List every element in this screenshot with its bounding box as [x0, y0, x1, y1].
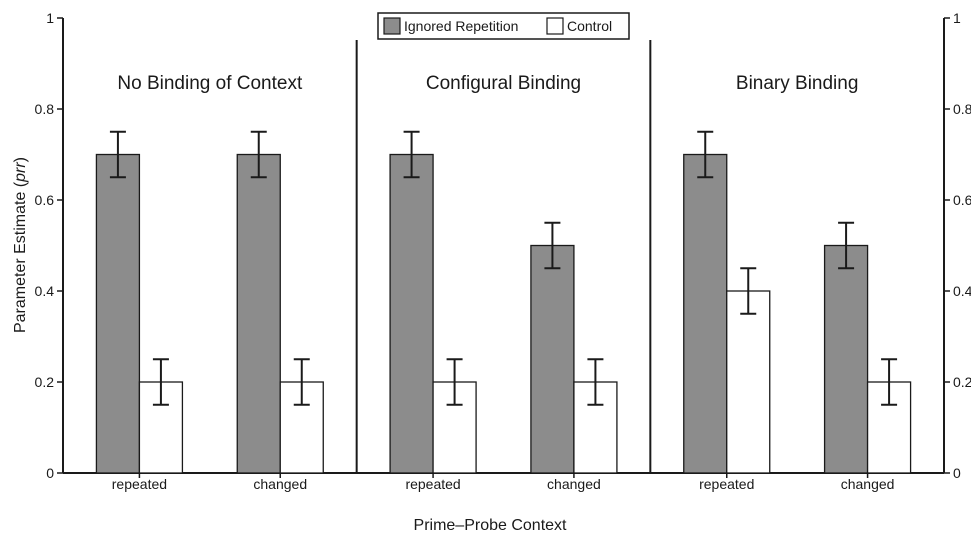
- bars: [95, 130, 912, 474]
- bar-ignored-repetition: [389, 153, 434, 474]
- legend: Ignored Repetition Control: [377, 12, 630, 40]
- y-tick-label-right: 1: [953, 10, 961, 26]
- y-tick-label-left: 0: [46, 465, 54, 481]
- panel-title: No Binding of Context: [117, 73, 303, 94]
- category-label: repeated: [112, 476, 167, 492]
- bar-ignored-repetition: [95, 153, 141, 474]
- panel-title: Binary Binding: [736, 73, 859, 94]
- bar-control: [726, 290, 771, 474]
- category-label: changed: [841, 476, 895, 492]
- y-axis-label-prefix: Parameter Estimate (: [12, 181, 29, 333]
- category-label: changed: [547, 476, 601, 492]
- legend-swatch-ignored-repetition: [383, 17, 401, 35]
- y-tick-label-right: 0.4: [953, 283, 971, 299]
- y-tick-label-left: 0.8: [35, 101, 55, 117]
- legend-label-ignored-repetition: Ignored Repetition: [404, 18, 518, 34]
- y-tick-label-right: 0: [953, 465, 961, 481]
- bar-ignored-repetition: [823, 244, 869, 474]
- y-tick-label-left: 1: [46, 10, 54, 26]
- category-label: repeated: [699, 476, 754, 492]
- axes: 0 0 0.2 0.2 0.4 0.4 0.6 0.6 0.8 0.8 1 1: [35, 10, 971, 481]
- category-label: changed: [253, 476, 307, 492]
- bar-ignored-repetition: [530, 244, 575, 474]
- bar-ignored-repetition: [683, 153, 728, 474]
- y-tick-label-right: 0.6: [953, 192, 971, 208]
- x-axis-label: Prime–Probe Context: [414, 517, 568, 534]
- panel-title: Configural Binding: [426, 73, 581, 94]
- y-axis-label-italic: prr: [12, 162, 29, 183]
- y-tick-label-left: 0.4: [35, 283, 55, 299]
- y-tick-label-right: 0.2: [953, 374, 971, 390]
- bar-ignored-repetition: [236, 153, 281, 474]
- legend-label-control: Control: [567, 18, 612, 34]
- legend-swatch-control: [546, 17, 564, 35]
- y-tick-label-right: 0.8: [953, 101, 971, 117]
- y-tick-label-left: 0.6: [35, 192, 55, 208]
- y-axis-label-suffix: ): [12, 157, 29, 162]
- y-tick-label-left: 0.2: [35, 374, 55, 390]
- legend-box: [377, 12, 630, 40]
- y-axis-label: Parameter Estimate (prr): [12, 157, 29, 333]
- panels: No Binding of Context repeated changed Conf…: [112, 40, 895, 492]
- category-label: repeated: [405, 476, 460, 492]
